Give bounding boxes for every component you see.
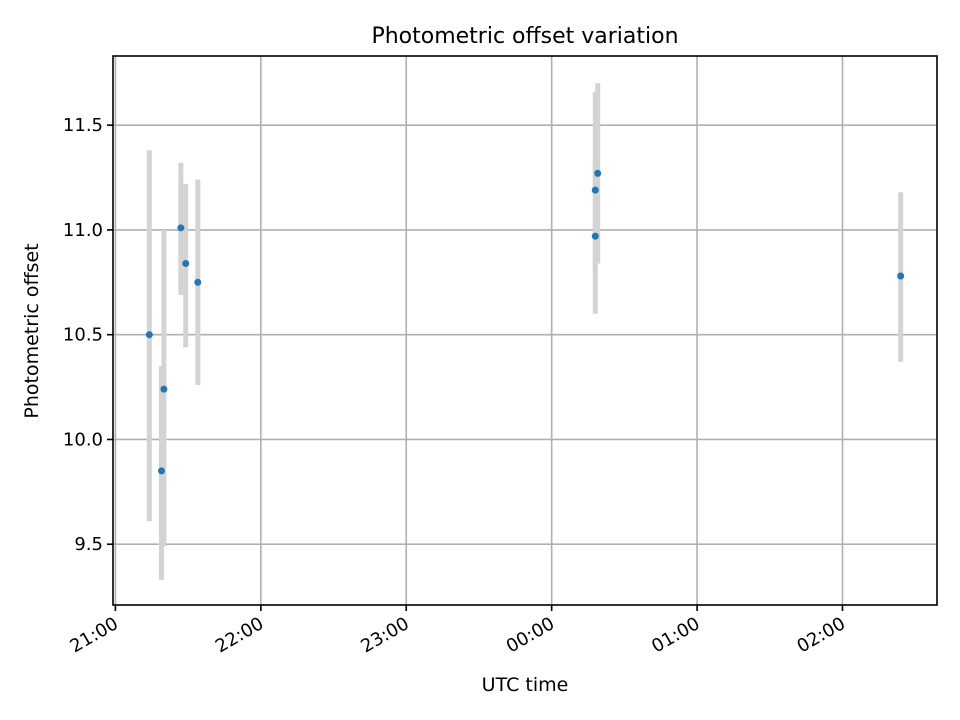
- data-points: [145, 169, 905, 475]
- data-point: [157, 467, 165, 475]
- data-point: [145, 331, 153, 339]
- error-bars: [146, 83, 904, 580]
- x-tick-label: 02:00: [794, 613, 849, 657]
- x-axis-label: UTC time: [482, 674, 569, 696]
- data-point: [591, 186, 599, 194]
- plot-frame: [112, 55, 938, 606]
- x-tick-label: 00:00: [503, 613, 558, 657]
- y-tick-label: 9.5: [74, 534, 103, 555]
- data-point: [591, 232, 599, 240]
- data-point: [594, 169, 602, 177]
- x-tick-label: 23:00: [357, 613, 412, 657]
- y-tick-label: 10.0: [63, 429, 103, 450]
- y-axis: 9.5 10.0 10.5 11.0 11.5: [63, 115, 113, 555]
- data-point: [897, 272, 905, 280]
- y-tick-label: 11.5: [63, 115, 103, 136]
- y-axis-label: Photometric offset: [21, 243, 43, 418]
- y-tick-label: 11.0: [63, 220, 103, 241]
- y-tick-label: 10.5: [63, 325, 103, 346]
- grid: [113, 56, 937, 605]
- x-axis: 21:00 22:00 23:00 00:00 01:00 02:00: [66, 605, 849, 657]
- data-point: [194, 278, 202, 286]
- x-tick-label: 22:00: [212, 613, 267, 657]
- x-tick-label: 21:00: [66, 613, 121, 657]
- x-tick-label: 01:00: [648, 613, 703, 657]
- data-point: [177, 224, 185, 232]
- chart-title: Photometric offset variation: [371, 24, 678, 49]
- data-point: [182, 259, 190, 267]
- data-point: [160, 385, 168, 393]
